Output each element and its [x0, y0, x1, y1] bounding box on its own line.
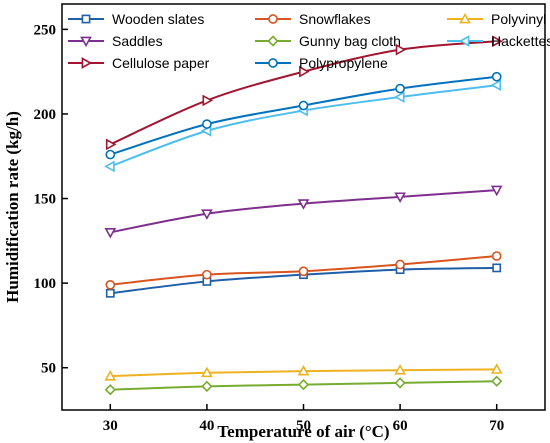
x-tick-label: 70 — [489, 418, 504, 434]
legend-item: Saddles — [68, 33, 163, 49]
series-marker — [202, 94, 214, 107]
legend: Wooden slates Snowflakes Polyvinyl chlorid… — [68, 11, 550, 71]
legend-label: Saddles — [112, 33, 163, 49]
y-tick-label: 150 — [34, 192, 57, 208]
series-marker — [395, 43, 407, 56]
series-marker — [201, 380, 213, 392]
legend-label: Snowflakes — [299, 11, 371, 27]
series-marker — [491, 375, 503, 387]
legend-item: Gunny bag cloth — [255, 33, 401, 49]
series-hackettes — [104, 79, 502, 173]
legend-item: Polypropylene — [255, 55, 388, 71]
series-marker — [105, 138, 117, 151]
series-marker — [268, 14, 278, 24]
series-marker — [267, 35, 279, 47]
legend-item: Cellulose paper — [68, 55, 210, 71]
x-tick-label: 30 — [103, 418, 118, 434]
legend-item: Snowflakes — [255, 11, 371, 27]
y-tick-label: 50 — [41, 361, 56, 377]
series-marker — [490, 363, 503, 374]
legend-label: Gunny bag cloth — [299, 33, 401, 49]
series-saddles — [104, 185, 503, 239]
legend-label: Polyvinyl chloride — [491, 11, 550, 27]
series-marker — [492, 263, 502, 273]
series-marker — [395, 259, 405, 270]
series-marker — [81, 57, 93, 69]
y-axis-title: Humidification rate (kg/h) — [3, 111, 22, 303]
series-line — [110, 189, 497, 234]
legend-label: Wooden slates — [112, 11, 204, 27]
series-marker — [394, 364, 406, 375]
series-marker — [105, 149, 116, 160]
series-snowflakes — [105, 251, 502, 290]
series-gunny-bag-cloth — [104, 375, 503, 396]
series-marker — [298, 266, 309, 277]
series-marker — [104, 384, 116, 396]
y-tick-label: 100 — [34, 276, 57, 292]
series-marker — [492, 35, 503, 48]
series-marker — [105, 279, 116, 290]
series-layer — [104, 35, 503, 396]
series-marker — [202, 119, 212, 129]
series-marker — [491, 71, 502, 82]
series-marker — [459, 12, 471, 24]
series-marker — [394, 192, 406, 203]
series-marker — [490, 79, 502, 92]
legend-label: Cellulose paper — [112, 55, 210, 71]
series-marker — [201, 366, 213, 378]
series-marker — [105, 288, 115, 298]
series-marker — [491, 251, 502, 261]
series-marker — [104, 160, 115, 173]
series-marker — [297, 364, 310, 376]
x-tick-label: 50 — [296, 418, 311, 434]
legend-label: Polypropylene — [299, 55, 388, 71]
series-marker — [202, 269, 212, 280]
series-marker — [104, 370, 117, 381]
series-marker — [201, 209, 213, 220]
legend-item: Wooden slates — [68, 11, 204, 27]
series-marker — [490, 185, 503, 197]
x-tick-label: 40 — [199, 418, 214, 434]
y-tick-label: 250 — [34, 22, 57, 38]
series-marker — [394, 377, 406, 389]
y-tick-label: 200 — [34, 107, 57, 123]
legend-label: Hackettes — [491, 33, 550, 49]
series-marker — [458, 35, 470, 47]
series-marker — [268, 58, 278, 68]
axes: 30 40 50 60 70 50 100 150 200 250 — [34, 3, 546, 434]
series-line — [109, 84, 497, 168]
series-cellulose-paper — [105, 35, 503, 151]
x-tick-label: 60 — [393, 418, 408, 434]
series-marker — [395, 83, 405, 94]
legend-item: Hackettes — [447, 33, 550, 49]
series-line — [109, 75, 497, 156]
series-polyvinyl-chloride — [104, 363, 503, 381]
series-marker — [298, 100, 309, 111]
series-polypropylene — [105, 71, 502, 160]
series-marker — [393, 91, 405, 103]
x-axis-title: Temperature of air (°C) — [217, 422, 389, 441]
series-marker — [297, 378, 310, 391]
series-marker — [81, 14, 91, 24]
series-marker — [80, 36, 92, 48]
legend-item: Polyvinyl chloride — [447, 11, 550, 27]
series-marker — [299, 65, 310, 78]
series-marker — [104, 227, 117, 239]
series-marker — [297, 199, 310, 210]
